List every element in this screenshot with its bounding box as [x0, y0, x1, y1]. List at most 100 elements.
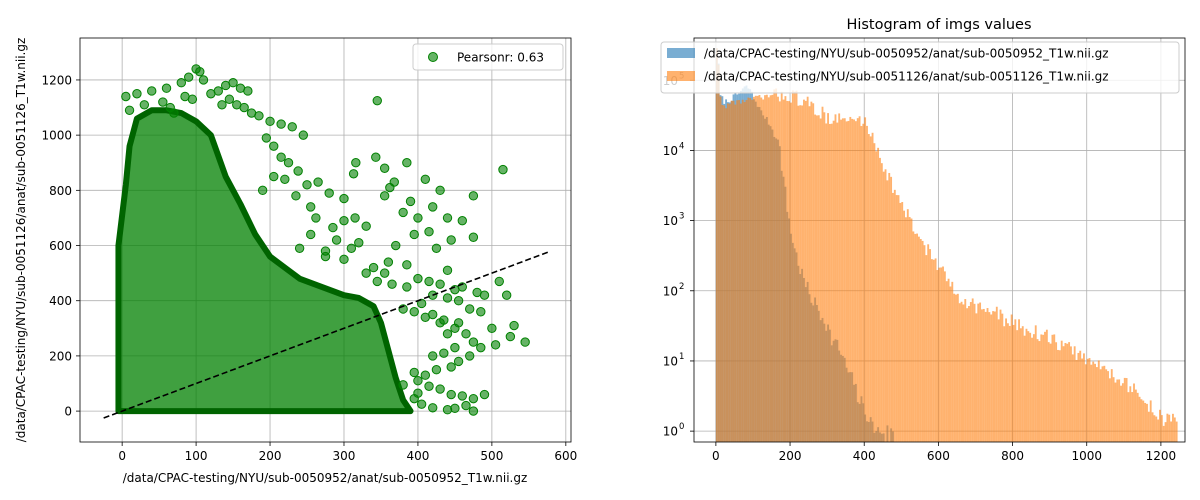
histogram-bar — [1097, 360, 1100, 442]
scatter-y-axis-label: /data/CPAC-testing/NYU/sub-0051126/anat/… — [14, 38, 28, 443]
scatter-point — [361, 221, 371, 231]
histogram-bar — [790, 102, 792, 443]
histogram-bar — [819, 118, 822, 442]
histogram-bar — [1029, 332, 1032, 442]
histogram-bar — [1170, 421, 1173, 442]
scatter-point — [339, 193, 349, 204]
scatter-point — [461, 400, 471, 411]
histogram-bar — [1018, 319, 1020, 442]
reference-line-path — [103, 250, 550, 419]
histogram-bar — [860, 126, 863, 442]
histogram-bar — [830, 123, 833, 442]
scatter-point — [339, 215, 349, 226]
histogram-bar — [1049, 343, 1052, 442]
histogram-bar — [784, 96, 787, 443]
scatter-point — [361, 268, 371, 278]
scatter-point — [339, 254, 349, 265]
histogram-bar — [719, 96, 722, 442]
histogram-bar — [951, 281, 954, 442]
scatter-x-tick-label: 200 — [259, 449, 282, 463]
histogram-x-tick-label: 800 — [1001, 449, 1024, 463]
scatter-point — [147, 86, 157, 96]
histogram-y-tick-label: 10 — [663, 354, 678, 368]
histogram-bar — [854, 121, 857, 442]
reference-line — [103, 250, 550, 419]
scatter-point — [161, 83, 172, 93]
scatter-point — [139, 100, 150, 110]
scatter-point — [398, 380, 408, 390]
histogram-bar — [810, 101, 813, 442]
histogram-bar — [756, 95, 759, 442]
histogram-bar — [884, 169, 887, 442]
histogram-x-tick-label: 0 — [712, 449, 720, 463]
scatter-legend-marker — [428, 52, 438, 62]
scatter-dense-region — [115, 107, 414, 415]
histogram-bar — [782, 99, 785, 443]
histogram-bar — [845, 121, 848, 442]
histogram-y-tick-exponent: 2 — [679, 282, 684, 292]
histogram-bar — [738, 100, 740, 442]
histogram-bar — [947, 278, 950, 442]
scatter-x-tick-label: 500 — [480, 449, 503, 463]
histogram-bar — [775, 88, 778, 443]
histogram-bar — [769, 95, 772, 442]
histogram-bar — [1014, 319, 1017, 442]
histogram-bar — [1010, 314, 1013, 442]
histogram-bar — [981, 309, 983, 442]
histogram-bar — [940, 267, 943, 442]
histogram-bar — [1027, 331, 1030, 442]
scatter-point — [435, 279, 445, 289]
histogram-bar — [908, 217, 911, 442]
histogram-bar — [877, 147, 880, 442]
histogram-bar — [995, 306, 998, 442]
scatter-point — [468, 393, 479, 404]
scatter-point — [428, 403, 438, 413]
histogram-bar — [882, 171, 885, 442]
histogram-bar — [899, 202, 902, 442]
histogram-bar — [912, 231, 915, 442]
histogram-bar — [793, 91, 796, 442]
histogram-bar — [743, 102, 746, 443]
histogram-bar — [864, 117, 867, 442]
histogram-bar — [975, 313, 978, 442]
scatter-point — [243, 86, 253, 96]
scatter-point — [351, 158, 361, 168]
scatter-x-axis-label: /data/CPAC-testing/NYU/sub-0050952/anat/… — [123, 471, 528, 485]
scatter-point — [428, 351, 438, 361]
histogram-bar — [812, 103, 815, 442]
histogram-bar — [1034, 325, 1037, 442]
scatter-point — [195, 66, 205, 77]
histogram-bar — [788, 101, 791, 443]
histogram-bar — [1012, 324, 1015, 442]
histogram-legend-box — [660, 41, 1180, 94]
histogram-bar — [1121, 383, 1124, 442]
scatter-point — [409, 229, 419, 240]
histogram-bar — [910, 218, 913, 442]
histogram-bar — [968, 306, 970, 442]
histogram-y-tick-label: 10 — [663, 284, 678, 298]
histogram-bar — [929, 249, 931, 442]
histogram-bar — [938, 267, 941, 442]
histogram-bar — [1118, 379, 1121, 442]
scatter-point — [387, 279, 397, 289]
histogram-bar — [851, 118, 854, 443]
scatter-point — [501, 290, 512, 300]
scatter-point — [464, 351, 475, 361]
histogram-bar — [1103, 365, 1106, 442]
histogram-bar — [1114, 382, 1117, 442]
histogram-bar — [754, 95, 757, 443]
histogram-bar — [897, 195, 900, 442]
histogram-bar — [828, 123, 831, 442]
histogram-bar — [1094, 363, 1096, 442]
histogram-bar — [1142, 400, 1145, 442]
histogram-bar — [1155, 416, 1158, 442]
histogram-x-tick-label: 200 — [779, 449, 802, 463]
histogram-bar — [1168, 414, 1171, 442]
histogram-bar — [1147, 411, 1150, 442]
scatter-point — [254, 111, 264, 121]
histogram-bar — [1042, 334, 1045, 442]
histogram-bar — [1144, 402, 1147, 442]
scatter-y-tick-label: 1200 — [41, 73, 72, 87]
histogram-bar — [943, 271, 946, 442]
